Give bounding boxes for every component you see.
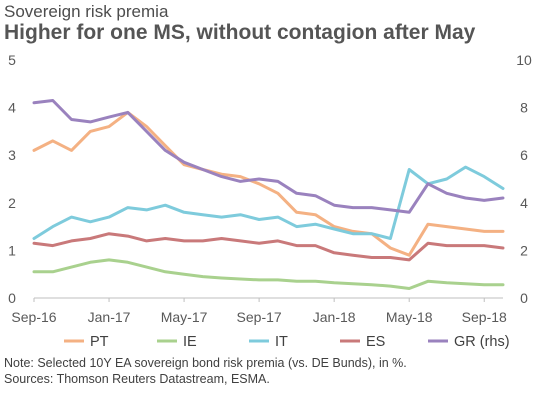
chart-series-lines — [32, 99, 505, 290]
y-tick-label-right: 10 — [516, 52, 532, 68]
legend-label-it: IT — [275, 334, 288, 350]
series-line-pt — [32, 110, 505, 257]
chart-legend: PT IE IT ES GR (rhs) — [64, 334, 510, 350]
y-tick-label-left: 0 — [8, 290, 16, 306]
y-tick-label-left: 3 — [8, 147, 16, 163]
series-line-ie — [32, 258, 505, 290]
y-tick-label-right: 2 — [520, 242, 528, 258]
x-tick-label: Jan-18 — [313, 309, 356, 325]
series-line-gr-rhs — [32, 99, 505, 214]
series-line-es — [32, 232, 505, 262]
y-tick-label-left: 5 — [8, 52, 16, 68]
x-tick-label: Sep-18 — [462, 309, 507, 325]
x-tick-label: May-18 — [386, 309, 433, 325]
note-text: Note: Selected 10Y EA sovereign bond ris… — [4, 356, 407, 370]
x-tick-label: May-17 — [161, 309, 208, 325]
legend-label-ie: IE — [183, 334, 197, 350]
y-tick-label-right: 4 — [520, 195, 528, 211]
sources-text: Sources: Thomson Reuters Datastream, ESM… — [4, 372, 270, 386]
legend-label-es: ES — [366, 334, 385, 350]
chart-title: Higher for one MS, without contagion aft… — [4, 21, 476, 44]
chart-note: Note: Selected 10Y EA sovereign bond ris… — [4, 355, 407, 387]
chart-axes: 0 1 2 3 4 5 0 2 4 6 8 10 Sep-16 Jan-17 May-17 Sep-17 Jan… — [8, 52, 532, 325]
line-chart: 0 1 2 3 4 5 0 2 4 6 8 10 Sep-16 Jan-17 May-17 Sep-17 Jan… — [8, 52, 532, 350]
series-line-it — [32, 165, 505, 240]
x-tick-label: Sep-16 — [11, 309, 56, 325]
y-tick-label-right: 6 — [520, 147, 528, 163]
y-tick-label-right: 8 — [520, 100, 528, 116]
y-tick-label-right: 0 — [520, 290, 528, 306]
y-tick-label-left: 4 — [8, 100, 16, 116]
legend-label-gr-rhs: GR (rhs) — [454, 334, 510, 350]
chart-subtitle: Sovereign risk premia — [4, 2, 169, 21]
x-tick-label: Jan-17 — [88, 309, 131, 325]
legend-label-pt: PT — [90, 334, 109, 350]
y-tick-label-left: 2 — [8, 195, 16, 211]
y-tick-label-left: 1 — [8, 242, 16, 258]
x-tick-label: Sep-17 — [237, 309, 282, 325]
